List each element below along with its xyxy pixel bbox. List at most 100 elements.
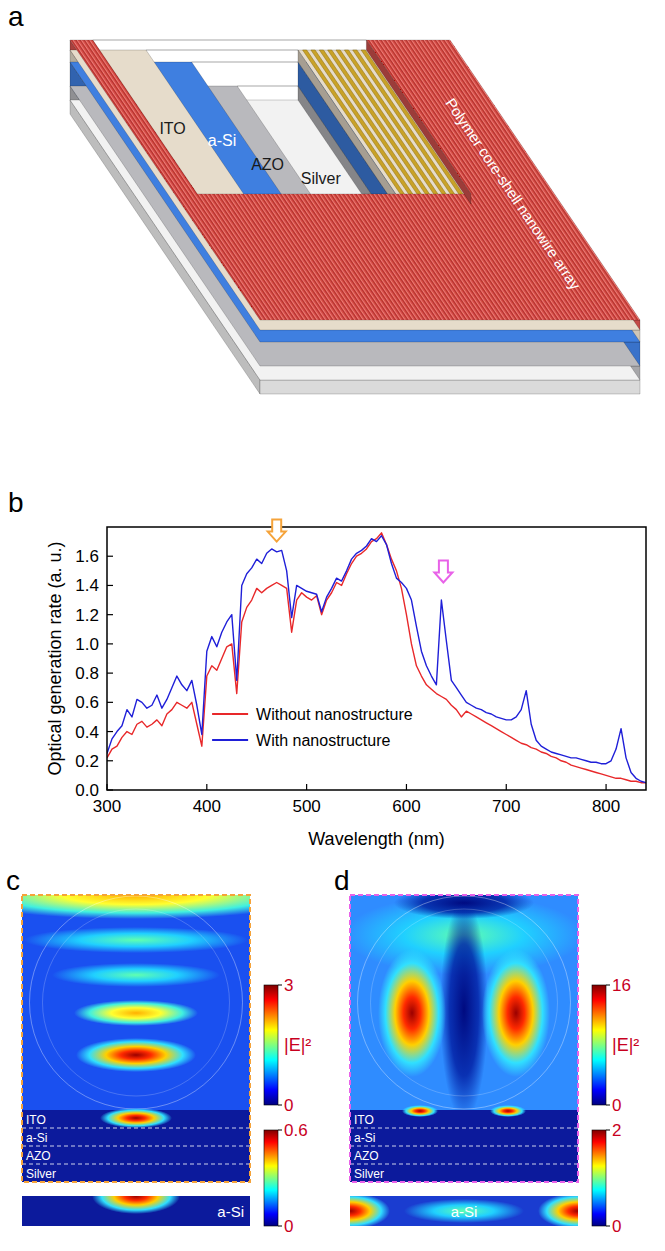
- ridge-highlight: [165, 40, 355, 320]
- schematic: ITOa-SiAZOSilverPolymer core-shell nanow…: [70, 40, 640, 394]
- ridge: [393, 40, 583, 320]
- ridge: [189, 40, 379, 320]
- ridge-highlight: [115, 40, 305, 320]
- ridge-highlight: [391, 40, 581, 320]
- ridge: [122, 40, 312, 320]
- colorbar-title: |E|²: [612, 1035, 639, 1055]
- ridge-highlight: [127, 40, 317, 320]
- ridge: [214, 40, 404, 320]
- ridge: [88, 40, 278, 320]
- ridge: [218, 40, 408, 320]
- ridge: [176, 40, 366, 320]
- ridge: [268, 40, 458, 320]
- layer-label: ITO: [354, 1113, 374, 1127]
- panel-letter: c: [6, 865, 20, 896]
- ridge-highlight: [215, 40, 405, 320]
- x-tick-label: 500: [292, 797, 320, 816]
- ridge-highlight: [441, 40, 631, 320]
- ridge-highlight: [81, 40, 271, 320]
- ridge-highlight: [299, 40, 489, 320]
- y-tick-label: 0.8: [75, 664, 99, 683]
- ridge-highlight: [395, 40, 585, 320]
- legend-label: With nanostructure: [256, 732, 390, 749]
- ridge-highlight: [407, 40, 597, 320]
- colorbar-tick: [606, 985, 610, 986]
- arrow: [268, 520, 286, 542]
- field-lobe: [402, 1105, 438, 1117]
- ridge: [260, 40, 450, 320]
- ridge: [264, 40, 454, 320]
- y-tick: [107, 673, 113, 674]
- colorbar-label: 0: [284, 1096, 293, 1115]
- legend: Without nanostructureWith nanostructure: [212, 706, 413, 749]
- ridge-highlight: [132, 40, 322, 320]
- ridge: [101, 40, 291, 320]
- field-map: ITOa-SiAZOSilvera-Si016|E|²02: [310, 887, 639, 1236]
- ridge: [414, 40, 604, 320]
- ridge-highlight: [203, 40, 393, 320]
- y-tick: [107, 702, 113, 703]
- field-lobe: [22, 895, 250, 919]
- x-tick-label: 400: [193, 797, 221, 816]
- ridge-highlight: [111, 40, 301, 320]
- layer-label: Polymer core-shell nanowire array: [442, 95, 584, 293]
- ridge-highlight: [295, 40, 485, 320]
- colorbar: [264, 985, 278, 1105]
- ridge: [168, 40, 358, 320]
- ridge: [435, 40, 625, 320]
- ridge: [205, 40, 395, 320]
- layer-label: Silver: [354, 1167, 384, 1181]
- ridge-highlight: [424, 40, 614, 320]
- ridge-highlight: [282, 40, 472, 320]
- layer-label: AZO: [251, 156, 284, 173]
- colorbar-label: 2: [612, 1121, 621, 1140]
- field-map: ITOa-SiAZOSilvera-Si03|E|²00.6: [0, 871, 318, 1236]
- layer-label: Silver: [26, 1167, 56, 1181]
- colorbar-tick: [278, 1226, 282, 1227]
- ridge: [297, 40, 487, 320]
- ridge-highlight: [94, 40, 284, 320]
- ridge: [184, 40, 374, 320]
- ridge-highlight: [161, 40, 351, 320]
- colorbar-tick: [606, 1226, 610, 1227]
- ridge: [293, 40, 483, 320]
- ridge: [201, 40, 391, 320]
- ridge-highlight: [403, 40, 593, 320]
- ridge-highlight: [90, 40, 280, 320]
- field-lobe: [92, 1196, 180, 1214]
- field-lobe: [404, 1199, 524, 1223]
- ridge-highlight: [169, 40, 359, 320]
- ridge: [410, 40, 600, 320]
- ridge: [247, 40, 437, 320]
- ridge: [406, 40, 596, 320]
- ridge: [92, 40, 282, 320]
- ridge: [151, 40, 341, 320]
- ridge-highlight: [152, 40, 342, 320]
- ridge: [97, 40, 287, 320]
- ridge-highlight: [449, 40, 639, 320]
- layer-label: a-Si: [208, 132, 236, 149]
- field-lobe: [52, 963, 220, 987]
- layer-front: [260, 380, 640, 394]
- ridge: [226, 40, 416, 320]
- ridge: [76, 40, 266, 320]
- inset-image: [22, 1196, 250, 1226]
- plot-frame: [107, 527, 646, 790]
- chart: 3004005006007008000.00.20.40.60.81.01.21…: [45, 520, 646, 849]
- ridge-highlight: [265, 40, 455, 320]
- ridge: [439, 40, 629, 320]
- ridge: [155, 40, 345, 320]
- ridge: [134, 40, 324, 320]
- series-line: [107, 533, 646, 783]
- ridge-highlight: [249, 40, 439, 320]
- ridge-highlight: [257, 40, 447, 320]
- layer-label: AZO: [26, 1149, 51, 1163]
- x-tick-label: 600: [392, 797, 420, 816]
- field-image: [22, 895, 250, 1182]
- ridge-highlight: [253, 40, 443, 320]
- colorbar-label: 0: [612, 1096, 621, 1115]
- ridge: [130, 40, 320, 320]
- ridge-highlight: [399, 40, 589, 320]
- colorbar: [592, 985, 606, 1105]
- ridge-highlight: [186, 40, 376, 320]
